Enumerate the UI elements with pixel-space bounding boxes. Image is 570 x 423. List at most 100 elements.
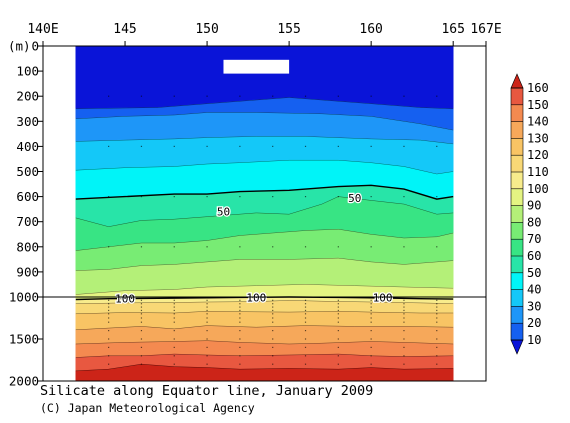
sample-dot — [272, 303, 274, 305]
sample-dot — [304, 330, 307, 332]
sample-dot — [173, 145, 175, 147]
sample-dot — [304, 306, 307, 308]
sample-dot — [337, 299, 339, 301]
sample-dot — [436, 313, 438, 315]
sample-dot — [436, 303, 438, 305]
sample-dot — [403, 363, 405, 365]
contour-label: 50 — [217, 206, 230, 219]
contour-line-120 — [75, 311, 454, 315]
sample-dot — [304, 346, 307, 348]
sample-dot — [304, 317, 307, 319]
colorbar-label: 80 — [527, 215, 541, 229]
sample-dot — [140, 145, 143, 147]
sample-dot — [140, 196, 143, 198]
sample-dot — [108, 317, 110, 319]
y-tick-label: 100 — [16, 64, 39, 79]
sample-dot — [272, 196, 274, 198]
colorbar-segment — [511, 256, 523, 274]
colorbar-label: 100 — [527, 182, 549, 196]
colorbar-segment — [511, 222, 523, 240]
sample-dot — [337, 317, 339, 319]
sample-dot — [173, 346, 175, 348]
sample-dot — [140, 355, 143, 357]
sample-dot — [140, 246, 143, 248]
x-tick-label: 165 — [441, 22, 464, 37]
colorbar-label: 20 — [527, 316, 541, 330]
sample-dot — [337, 321, 339, 323]
x-tick-label: 155 — [277, 22, 300, 37]
sample-dot — [304, 145, 307, 147]
sample-dot — [304, 95, 307, 97]
y-tick-label: 300 — [16, 114, 39, 129]
y-tick-label: 200 — [16, 89, 39, 104]
colorbar: 160 150 140 130 120 110 100 90 80 70 60 50 40 30 20 10 — [510, 73, 549, 355]
sample-dot — [436, 346, 438, 348]
sample-dot — [239, 338, 241, 340]
sample-dot — [239, 321, 241, 323]
sample-dot — [337, 309, 339, 312]
sample-dot — [108, 338, 110, 340]
sample-dot — [436, 145, 438, 147]
sample-dot — [337, 306, 339, 308]
sample-dot — [108, 306, 110, 308]
sample-dot — [370, 95, 372, 97]
sample-dot — [370, 363, 372, 365]
sample-dot — [403, 306, 405, 308]
sample-dot — [206, 246, 208, 248]
contour-label: 100 — [373, 292, 393, 305]
sample-dot — [403, 299, 405, 301]
sample-dot — [272, 306, 274, 308]
sample-dot — [173, 321, 175, 323]
sample-dot — [370, 246, 372, 248]
sample-dot — [304, 313, 307, 315]
sample-dot — [206, 313, 208, 315]
sample-dot — [108, 196, 110, 198]
sample-dot — [370, 299, 372, 301]
contour-line-160 — [75, 363, 454, 372]
y-tick-label: 1000 — [9, 290, 39, 305]
colorbar-label: 30 — [527, 299, 541, 313]
colorbar-segment — [511, 272, 523, 290]
colorbar-label: 150 — [527, 98, 549, 112]
sample-dot — [140, 330, 143, 332]
sample-dot — [140, 306, 143, 308]
colorbar-label: 140 — [527, 115, 549, 129]
sample-dot — [403, 317, 405, 319]
sample-dot — [403, 196, 405, 198]
sample-dot — [108, 321, 110, 323]
colorbar-segment — [511, 138, 523, 156]
contour-line-30 — [75, 136, 454, 145]
colorbar-segment — [511, 306, 523, 324]
sample-dot — [206, 317, 208, 319]
sample-dot — [272, 330, 274, 332]
sample-dot — [206, 299, 208, 301]
sample-dot — [403, 246, 405, 248]
sample-dot — [239, 309, 241, 312]
sample-dot — [206, 346, 208, 348]
colorbar-segment — [511, 104, 523, 122]
colorbar-segment — [511, 155, 523, 173]
sample-dot — [272, 317, 274, 319]
sample-dot — [108, 355, 110, 357]
contour-line-70 — [75, 228, 454, 251]
sample-dot — [436, 246, 438, 248]
y-tick-label: 400 — [16, 139, 39, 154]
sample-dot — [206, 363, 208, 365]
colorbar-label: 160 — [527, 81, 549, 95]
y-tick-label: 600 — [16, 189, 39, 204]
sample-dot — [370, 317, 372, 319]
sample-dot — [272, 299, 274, 301]
sample-dot — [304, 196, 307, 198]
sample-dot — [337, 246, 339, 248]
sample-dot — [108, 95, 110, 97]
sample-dot — [173, 363, 175, 365]
colorbar-label: 90 — [527, 199, 541, 213]
sample-dot — [108, 309, 110, 312]
sample-dot — [239, 95, 241, 97]
sample-dot — [370, 145, 372, 147]
sample-dot — [337, 303, 339, 305]
sample-dot — [337, 196, 339, 198]
sample-dot — [140, 346, 143, 348]
colorbar-segment — [511, 239, 523, 257]
sample-dot — [173, 309, 175, 312]
